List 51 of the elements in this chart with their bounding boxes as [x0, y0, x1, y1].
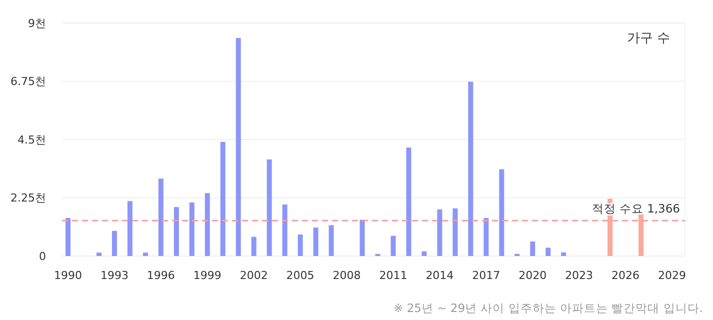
x-tick-label: 1993 — [100, 269, 128, 282]
x-tick-label: 2029 — [658, 269, 686, 282]
bar — [96, 252, 102, 256]
bar — [142, 252, 148, 256]
bar — [66, 218, 70, 256]
x-tick-label: 2017 — [472, 269, 500, 282]
x-tick-label: 2005 — [286, 269, 314, 282]
bar — [437, 209, 442, 256]
y-tick-label: 4.5천 — [18, 133, 46, 146]
x-tick-label: 2011 — [379, 269, 408, 282]
ref-line-label: 적정 수요 1,366 — [592, 202, 680, 216]
bar — [530, 242, 536, 256]
bar — [220, 142, 226, 256]
bar — [499, 169, 504, 256]
y-axis-title: 가구 수 — [626, 31, 670, 46]
bar — [112, 230, 117, 256]
x-tick-label: 2020 — [518, 269, 547, 282]
x-tick-label: 2008 — [332, 269, 361, 282]
bar — [390, 236, 396, 256]
text: ※ 25년 ~ 29년 사이 입주하는 아파트는 빨간막대 입니다. — [394, 301, 703, 315]
bar — [236, 38, 241, 256]
bar — [158, 178, 164, 256]
x-tick-label: 2014 — [426, 269, 454, 282]
bar — [282, 204, 288, 256]
bar — [189, 202, 194, 256]
bar — [204, 193, 210, 256]
bar — [313, 228, 318, 256]
bar — [422, 251, 427, 256]
bar — [561, 252, 566, 256]
bar — [251, 236, 256, 256]
x-tick-label: 1990 — [54, 269, 82, 282]
bar — [452, 208, 458, 256]
bar — [127, 201, 132, 256]
bar — [298, 234, 303, 256]
y-tick-label: 6.75천 — [10, 75, 46, 88]
x-tick-label: 1999 — [193, 269, 222, 282]
x-tick-label: 2023 — [565, 269, 594, 282]
bar — [360, 220, 365, 256]
x-tick-label: 1996 — [146, 269, 175, 282]
x-tick-label: 2002 — [240, 269, 268, 282]
bar — [546, 248, 551, 256]
bar — [468, 82, 474, 256]
bar — [174, 207, 179, 256]
x-tick-label: 2026 — [612, 269, 640, 282]
bar — [328, 225, 334, 256]
y-tick-label: 2.25천 — [10, 192, 46, 205]
y-tick-label: 0 — [39, 250, 46, 263]
bar — [484, 218, 489, 256]
bar — [266, 159, 272, 256]
y-tick-label: 9천 — [28, 16, 46, 30]
bar — [406, 148, 412, 256]
